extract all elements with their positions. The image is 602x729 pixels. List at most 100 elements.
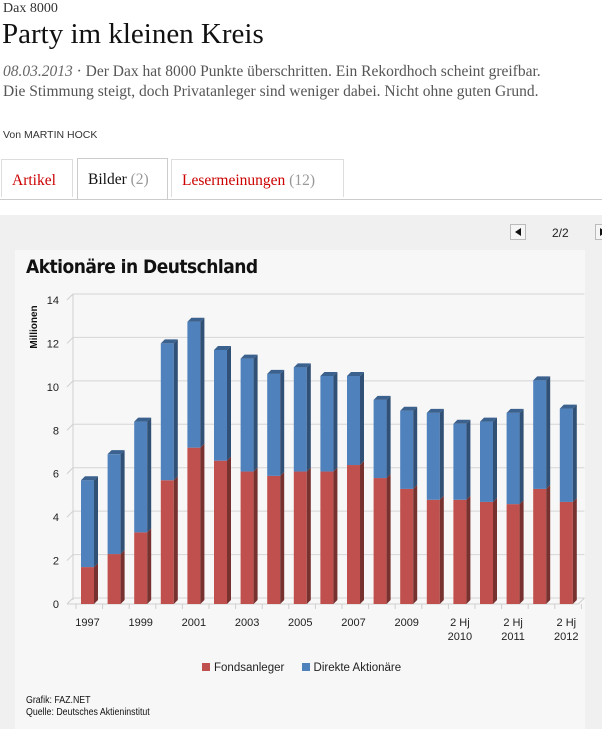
tab-artikel[interactable]: Artikel	[1, 159, 73, 197]
bar-side	[386, 474, 391, 604]
y-axis-ticks: 0 2 4 6 8 10 12 14	[47, 295, 59, 611]
image-counter: 2/2	[552, 226, 569, 240]
bar-side	[280, 471, 285, 604]
bar-side	[120, 550, 125, 604]
bar-front	[453, 423, 467, 500]
gridline-side	[66, 467, 74, 475]
bar-segment-fondsanleger	[400, 484, 418, 604]
bar-front	[347, 465, 360, 604]
bar-top	[187, 317, 205, 322]
bar-front	[347, 376, 360, 466]
chart-credit-grafik: Grafik: FAZ.NET	[26, 695, 91, 706]
previous-image-button[interactable]	[510, 224, 526, 240]
bar-top	[320, 372, 338, 376]
gridline-side	[66, 293, 74, 301]
x-tick-label: 2007	[341, 617, 365, 629]
bar-side	[466, 419, 471, 500]
bar-side	[519, 408, 524, 505]
bar-side	[227, 345, 231, 461]
x-axis-corner	[578, 597, 585, 605]
bar-top	[453, 419, 471, 424]
y-tick-label: 4	[53, 512, 59, 524]
bar-front	[214, 460, 227, 604]
bar-side	[227, 456, 231, 604]
bar-front	[453, 499, 467, 604]
x-tick-label: 2005	[288, 617, 312, 629]
bar-segment-direkte-aktionaere	[160, 339, 178, 481]
bar-segment-direkte-aktionaere	[480, 417, 497, 502]
tab-count: (2)	[130, 171, 149, 188]
y-tick-label: 14	[47, 295, 59, 307]
teaser-text: Der Dax hat 8000 Punkte überschritten. E…	[3, 63, 541, 100]
bar-front	[533, 380, 547, 489]
bar-side	[200, 317, 205, 448]
y-tick-label: 0	[53, 599, 59, 611]
bar-front	[187, 321, 201, 448]
bar-front	[240, 471, 254, 604]
bar-front	[267, 373, 281, 476]
bar-front	[187, 447, 201, 604]
bar-side	[413, 406, 418, 489]
bar-top	[240, 354, 258, 359]
tab-lesermeinungen[interactable]: Lesermeinungen (12)	[171, 159, 344, 197]
x-axis-ticks: 1997 1999 2001 2003 2005 2007 2009 2 Hj 2010 2 Hj…	[75, 604, 582, 643]
bar-side	[572, 404, 577, 502]
bar-segment-fondsanleger	[320, 467, 338, 604]
bar-segment-fondsanleger	[453, 495, 471, 604]
article-teaser: 08.03.2013 · Der Dax hat 8000 Punkte übe…	[3, 62, 563, 101]
x-tick-label: 2003	[235, 617, 259, 629]
y-tick-label: 2	[53, 556, 59, 568]
bar-segment-direkte-aktionaere	[373, 395, 391, 479]
bar-segment-fondsanleger	[506, 500, 524, 604]
bar-front	[506, 504, 520, 604]
y-tick-label: 12	[47, 338, 59, 350]
bar-segment-fondsanleger	[426, 495, 444, 604]
bar-front	[134, 421, 148, 533]
bar-segment-direkte-aktionaere	[267, 369, 285, 476]
bar-side	[519, 500, 524, 604]
bar-side	[360, 372, 364, 466]
bar-front	[160, 343, 174, 481]
bar-top	[134, 417, 152, 422]
bar-segment-fondsanleger	[187, 443, 205, 604]
bar-front	[426, 412, 440, 500]
bar-segment-direkte-aktionaere	[453, 419, 471, 500]
bar-side	[200, 443, 205, 604]
bar-side	[466, 495, 471, 604]
y-tick-label: 6	[53, 469, 59, 481]
bar-side	[546, 376, 551, 489]
gridline-side	[66, 423, 74, 431]
bar-segment-direkte-aktionaere	[134, 417, 152, 533]
chart-credit-quelle: Quelle: Deutsches Aktieninstitut	[26, 707, 150, 718]
bar-segment-direkte-aktionaere	[214, 345, 231, 461]
gridline-side	[66, 337, 74, 344]
bar-front	[320, 376, 334, 472]
tab-bilder[interactable]: Bilder (2)	[77, 158, 168, 199]
x-tick-label: 2011	[501, 631, 525, 643]
bar-top	[400, 406, 418, 411]
bar-front	[400, 488, 414, 604]
bar-segment-fondsanleger	[347, 461, 364, 604]
bar-segment-fondsanleger	[533, 484, 551, 604]
bars	[81, 317, 577, 604]
bar-segment-direkte-aktionaere	[240, 354, 258, 472]
gridline-side	[66, 510, 74, 518]
article-date: 08.03.2013	[3, 63, 73, 80]
bar-segment-direkte-aktionaere	[559, 404, 577, 502]
bar-top	[533, 376, 551, 381]
tab-count: (12)	[289, 172, 315, 189]
bar-segment-fondsanleger	[267, 471, 285, 604]
bar-top	[293, 363, 311, 368]
bar-front	[107, 554, 121, 604]
legend-swatch	[301, 663, 310, 671]
bar-segment-fondsanleger	[559, 497, 577, 604]
bar-segment-fondsanleger	[134, 528, 152, 604]
x-tick-label: 2009	[394, 617, 418, 629]
bar-segment-fondsanleger	[240, 467, 258, 604]
tab-label: Bilder	[88, 171, 127, 188]
x-tick-label: 2 Hj	[503, 617, 523, 629]
bar-side	[306, 363, 311, 472]
x-tick-label: 2 Hj	[450, 617, 470, 629]
bar-side	[439, 495, 444, 604]
